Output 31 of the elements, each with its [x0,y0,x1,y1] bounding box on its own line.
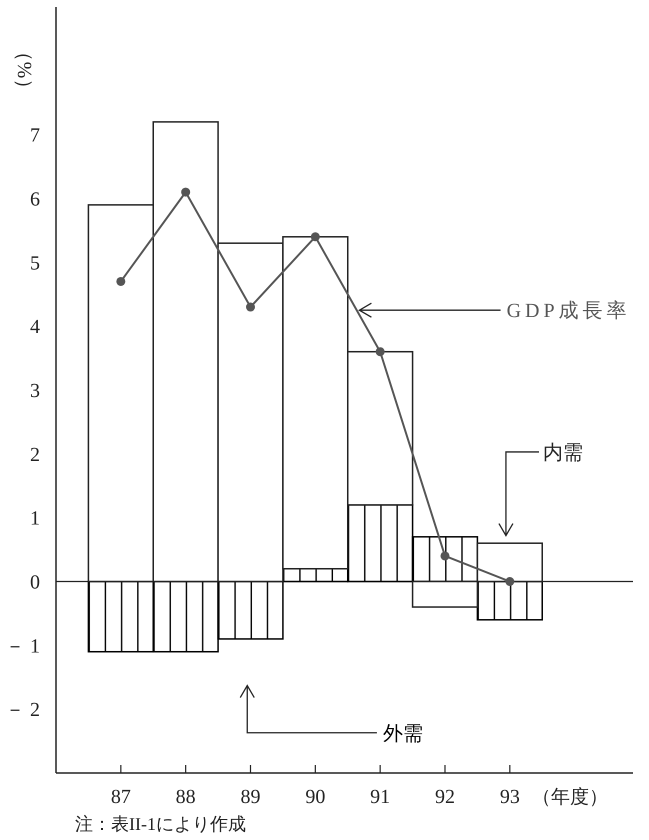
y-tick-label: 5 [30,252,40,274]
text: 注：表II-1により作成 [75,814,246,834]
x-tick-label: 93 [500,786,520,808]
x-tick-label: 88 [176,786,196,808]
y-tick-label: 4 [30,316,40,338]
x-tick-label: 92 [434,786,455,808]
y-tick-label: 6 [30,188,40,210]
point [310,232,320,242]
x-tick-label: 91 [370,786,390,808]
x-tick-label: 87 [110,786,131,808]
x-axis-title: （年度） [532,786,608,808]
y-tick-label: － 1 [5,635,40,658]
point [116,276,126,286]
x-tick-label: 90 [305,786,326,808]
y-tick-label: 3 [30,380,40,402]
text: GDP成長率 [506,300,631,322]
y-tick-label: 0 [30,572,40,594]
point [246,302,255,312]
y-tick-label: 2 [30,444,40,466]
text: 外需 [382,722,423,745]
y-tick-label: 7 [30,124,40,147]
x-tick-label: 89 [240,786,260,808]
y-tick-label: 1 [30,508,40,530]
text: 内需 [542,442,583,464]
point [505,577,514,586]
point [376,347,385,356]
y-tick-label: － 2 [5,699,40,722]
point [440,551,450,560]
bar [476,580,543,621]
point [181,188,190,197]
y-axis-title: （%） [13,42,35,98]
